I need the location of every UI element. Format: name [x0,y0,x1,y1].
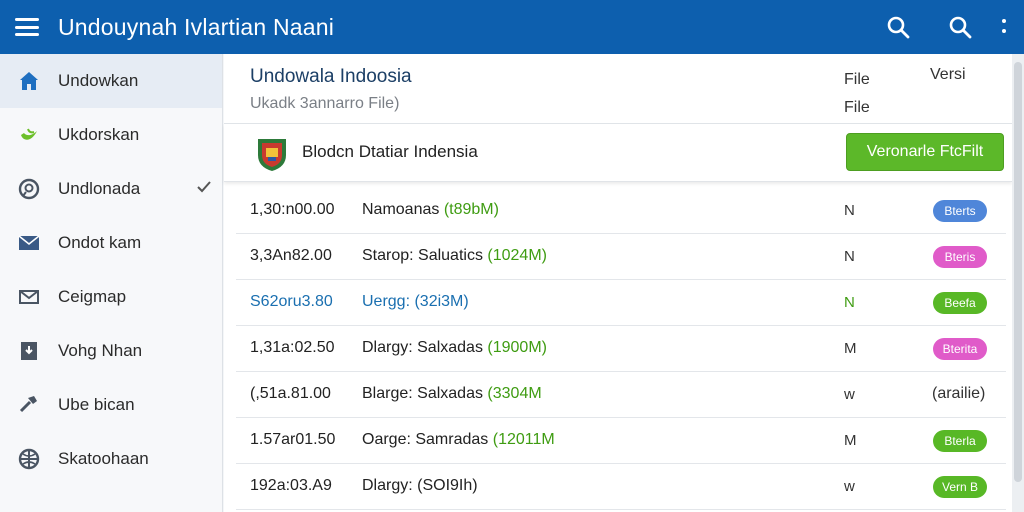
more-options-button[interactable] [994,7,1014,47]
product-bar: Blodcn Dtatiar Indensia Veronarle FtcFil… [224,124,1012,182]
table-row[interactable]: 3,3An82.00 Starop: Saluatics (1024M) N Bter… [236,234,1006,280]
row-version: 1,30:n00.00 [250,201,335,218]
column-header-file: File File [844,71,870,116]
globe-icon [16,446,42,472]
search-button[interactable] [878,7,918,47]
row-version: 1.57ar01.50 [250,431,336,448]
row-version: 3,3An82.00 [250,247,332,264]
app-title: Undouynah Ivlartian Naani [58,13,335,40]
version-list: 1,30:n00.00 Namoanas (t89bM) N Bterts 3,3An8… [236,188,1006,510]
sidebar-item-7[interactable]: Skatoohaan [0,432,222,486]
app-bar-actions [856,0,1014,54]
page-subtitle: Ukadk 3annarro File) [250,95,400,112]
row-flag: N [844,294,855,311]
search-alt-button[interactable] [940,7,980,47]
row-name: Uergg: (32i3M) [362,293,469,311]
leaf-icon [16,122,42,148]
hamburger-icon [15,18,39,36]
sidebar-item-label: Ube bican [58,395,135,414]
search-circle-icon [16,176,42,202]
sidebar-item-label: Skatoohaan [58,449,149,468]
sidebar-item-2[interactable]: Undlonada [0,162,222,216]
sidebar-item-label: Undlonada [58,179,141,198]
product-name: Blodcn Dtatiar Indensia [302,142,478,161]
row-version: 192a:03.A9 [250,477,332,494]
mail-icon [16,230,42,256]
more-vert-icon [1002,19,1006,33]
row-name: Namoanas (t89bM) [362,201,499,219]
sidebar-item-label: Vohg Nhan [58,341,143,360]
row-flag: w [844,386,855,403]
row-flag: N [844,202,855,219]
sidebar-item-0[interactable]: Undowkan [0,54,222,108]
row-size: (1024M) [487,247,547,264]
table-row[interactable]: (,51a.81.00 Blarge: Salxadas (3304M w (arai… [236,372,1006,418]
row-version: 1,31a:02.50 [250,339,335,356]
row-size: (t89bM) [443,201,499,218]
app-bar: Undouynah Ivlartian Naani [0,0,1024,54]
row-size: (1900M) [487,339,547,356]
page-title: Undowala Indoosia [250,66,412,87]
main-panel: Undowala Indoosia Ukadk 3annarro File) F… [224,54,1012,512]
sidebar-item-6[interactable]: Ube bican [0,378,222,432]
status-badge[interactable]: Bterita [933,338,987,360]
row-name-text: Dlargy: Salxadas [362,339,483,356]
search-icon [887,16,910,39]
row-name: Oarge: Samradas (12011M [362,431,555,449]
status-badge[interactable]: Bteris [933,246,987,268]
row-name-text: Namoanas [362,201,440,218]
sidebar-item-label: Ondot kam [58,233,142,252]
sidebar: Undowkan Ukdorskan Undlonada Ondot kam C… [0,54,223,512]
row-size: (3304M [487,385,542,402]
table-row[interactable]: 1,30:n00.00 Namoanas (t89bM) N Bterts [236,188,1006,234]
sidebar-item-label: Undowkan [58,71,139,90]
table-row[interactable]: 1.57ar01.50 Oarge: Samradas (12011M M Bterl… [236,418,1006,464]
availability-text: (arailie) [932,385,986,402]
table-row[interactable]: 192a:03.A9 Dlargy: (SOI9Ih) w Vern B [236,464,1006,510]
sidebar-item-5[interactable]: Vohg Nhan [0,324,222,378]
row-version: S62oru3.80 [250,293,333,310]
scrollbar-thumb[interactable] [1014,62,1022,482]
row-flag: N [844,248,855,265]
sidebar-item-4[interactable]: Ceigmap [0,270,222,324]
sidebar-item-label: Ukdorskan [58,125,140,144]
sidebar-item-1[interactable]: Ukdorskan [0,108,222,162]
row-flag: M [844,432,857,449]
product-logo [252,133,292,178]
menu-button[interactable] [0,0,54,54]
status-badge[interactable]: Vern B [933,476,987,498]
status-badge[interactable]: Bterts [933,200,987,222]
download-box-icon [16,338,42,364]
table-row[interactable]: S62oru3.80 Uergg: (32i3M) N Beefa [236,280,1006,326]
download-file-button[interactable]: Veronarle FtcFilt [846,133,1004,171]
envelope-icon [16,284,42,310]
scrollbar[interactable] [1012,54,1024,512]
row-name-text: Uergg: (32i3M) [362,293,469,310]
row-name: Dlargy: (SOI9Ih) [362,477,478,495]
row-name-text: Blarge: Salxadas [362,385,483,402]
row-flag: w [844,478,855,495]
status-badge[interactable]: Bterla [933,430,987,452]
row-name-text: Dlargy: (SOI9Ih) [362,477,478,494]
status-badge[interactable]: Beefa [933,292,987,314]
checkmark-icon [196,179,212,200]
row-name: Starop: Saluatics (1024M) [362,247,547,265]
row-flag: M [844,340,857,357]
home-icon [16,68,42,94]
sidebar-item-label: Ceigmap [58,287,127,306]
hammer-icon [16,392,42,418]
sidebar-item-3[interactable]: Ondot kam [0,216,222,270]
column-header-versi: Versi [930,66,966,83]
page-header: Undowala Indoosia Ukadk 3annarro File) F… [224,54,1012,124]
row-name: Dlargy: Salxadas (1900M) [362,339,547,357]
row-size: (12011M [492,431,555,448]
row-name: Blarge: Salxadas (3304M [362,385,542,403]
row-name-text: Starop: Saluatics [362,247,483,264]
table-row[interactable]: 1,31a:02.50 Dlargy: Salxadas (1900M) M Bter… [236,326,1006,372]
row-name-text: Oarge: Samradas [362,431,489,448]
search-icon [949,16,972,39]
row-version: (,51a.81.00 [250,385,331,402]
